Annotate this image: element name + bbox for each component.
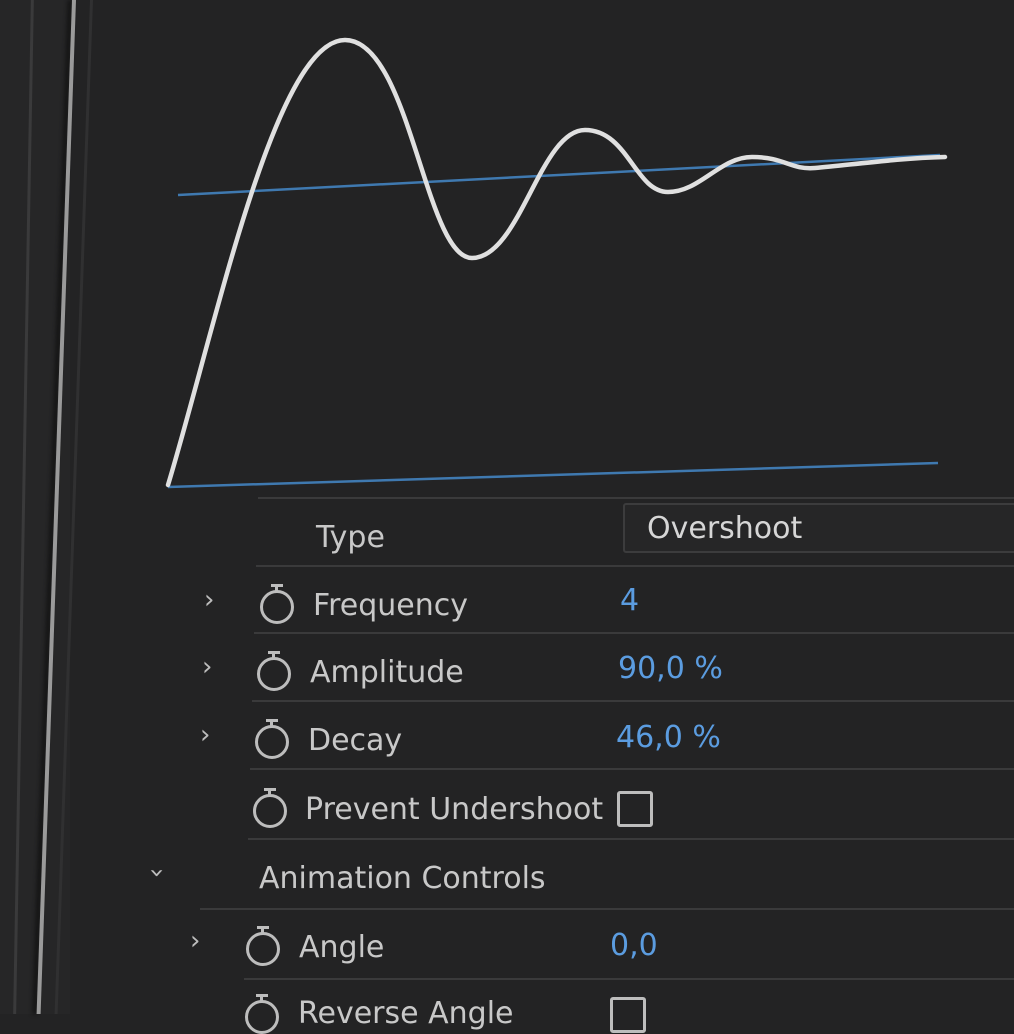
- frequency-label: Frequency: [313, 588, 468, 623]
- overshoot-graph: [165, 37, 948, 489]
- collapse-chevron-icon[interactable]: ›: [142, 867, 173, 879]
- row-divider: [252, 700, 1014, 702]
- overshoot-curve: [165, 37, 948, 488]
- row-divider: [254, 632, 1014, 634]
- stopwatch-icon[interactable]: [246, 926, 280, 966]
- decay-value[interactable]: 46,0 %: [616, 720, 721, 755]
- angle-label: Angle: [299, 930, 385, 965]
- row-divider: [244, 978, 1014, 980]
- expand-chevron-icon[interactable]: ›: [190, 926, 201, 956]
- amplitude-label: Amplitude: [310, 655, 464, 690]
- expand-chevron-icon[interactable]: ›: [200, 720, 211, 750]
- row-divider: [256, 565, 1014, 567]
- target-guide-line: [177, 153, 941, 197]
- stopwatch-icon[interactable]: [253, 788, 287, 828]
- frequency-value[interactable]: 4: [620, 583, 640, 618]
- type-dropdown[interactable]: Overshoot: [623, 503, 1014, 553]
- animation-controls-label[interactable]: Animation Controls: [259, 861, 546, 896]
- amplitude-value[interactable]: 90,0 %: [618, 651, 723, 686]
- row-divider: [200, 908, 1014, 910]
- prevent-undershoot-label: Prevent Undershoot: [305, 792, 604, 827]
- stopwatch-icon[interactable]: [245, 994, 279, 1034]
- prevent-undershoot-checkbox[interactable]: [617, 791, 653, 827]
- baseline-guide-line: [167, 461, 939, 489]
- expand-chevron-icon[interactable]: ›: [202, 652, 213, 682]
- decay-label: Decay: [308, 723, 403, 758]
- expand-chevron-icon[interactable]: ›: [204, 585, 215, 615]
- stopwatch-icon[interactable]: [260, 584, 294, 624]
- type-label: Type: [316, 520, 385, 555]
- stopwatch-icon[interactable]: [257, 651, 291, 691]
- type-dropdown-value: Overshoot: [647, 511, 803, 546]
- row-divider: [248, 838, 1014, 840]
- left-panel: [0, 0, 70, 1014]
- stopwatch-icon[interactable]: [255, 719, 289, 759]
- angle-value[interactable]: 0,0: [610, 928, 658, 963]
- row-divider: [250, 768, 1014, 770]
- reverse-angle-checkbox[interactable]: [610, 997, 646, 1033]
- row-divider: [258, 497, 1014, 499]
